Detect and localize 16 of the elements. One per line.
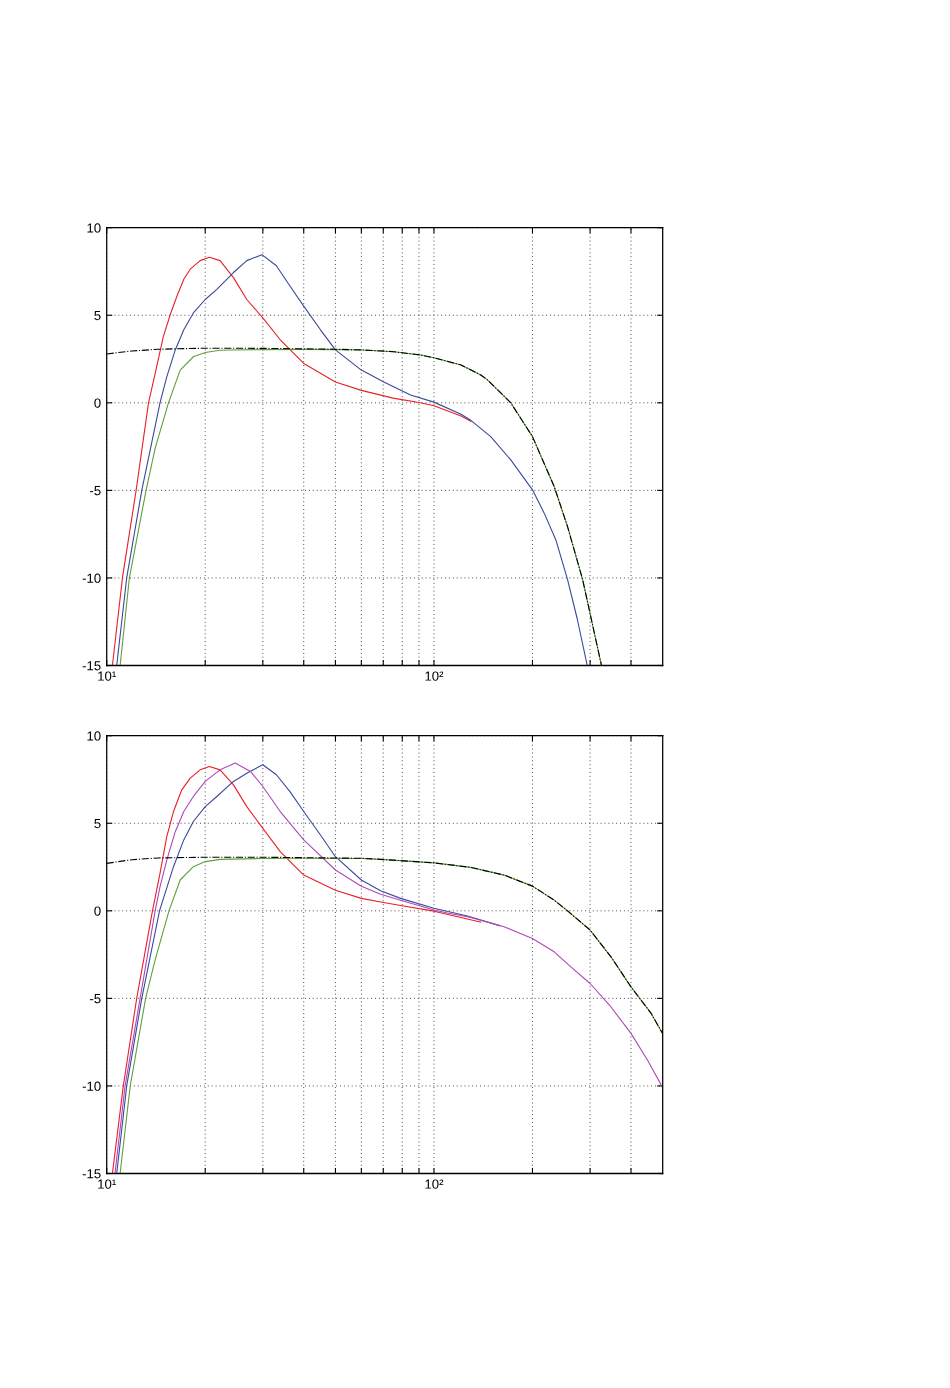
- y-tick-label: 10: [87, 223, 101, 233]
- x-tick-label: 10²: [425, 671, 444, 681]
- x-tick-label: 10¹: [98, 671, 116, 681]
- y-tick-label: 0: [94, 906, 101, 916]
- y-tick-label: 0: [94, 398, 101, 408]
- y-tick-label: 5: [94, 818, 101, 829]
- y-tick-label: -5: [90, 486, 101, 496]
- y-tick-label: -10: [82, 1081, 101, 1091]
- x-tick-label: 10²: [425, 1179, 444, 1189]
- y-tick-label: 10: [87, 731, 101, 741]
- y-tick-label: -5: [90, 994, 101, 1004]
- x-tick-label: 10¹: [98, 1179, 116, 1189]
- y-tick-label: 5: [94, 310, 101, 321]
- y-tick-label: -15: [82, 661, 101, 671]
- y-tick-label: -10: [82, 573, 101, 583]
- y-tick-label: -15: [82, 1169, 101, 1179]
